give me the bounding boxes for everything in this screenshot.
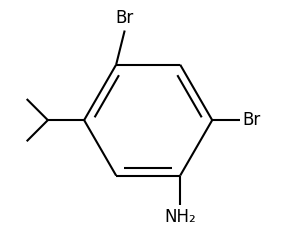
Text: Br: Br	[242, 111, 260, 129]
Text: Br: Br	[115, 9, 134, 27]
Text: NH₂: NH₂	[164, 208, 196, 226]
